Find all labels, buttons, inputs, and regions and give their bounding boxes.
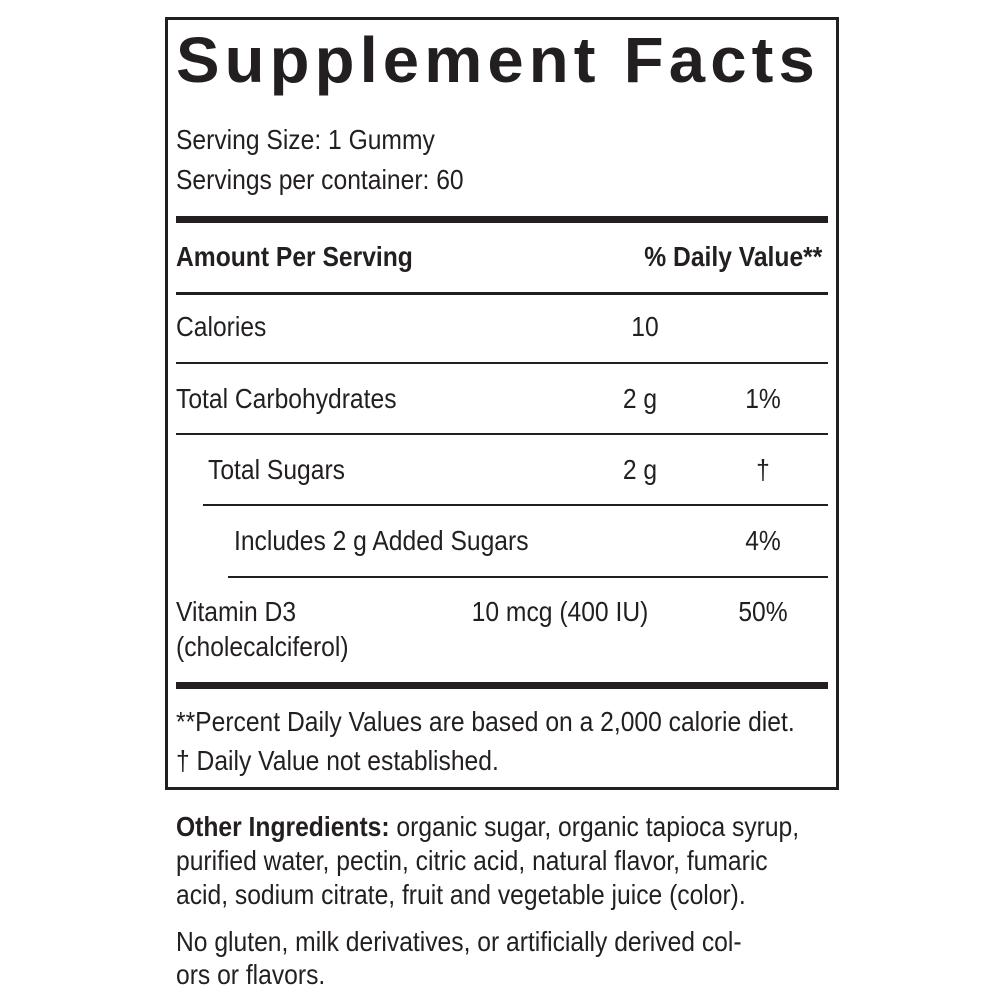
row-amount: 2 g — [622, 454, 658, 485]
allergen-statement: No gluten, milk derivatives, or artifici… — [176, 926, 742, 957]
other-ingredients-text: acid, sodium citrate, fruit and vegetabl… — [176, 879, 746, 910]
row-amount: 2 g — [622, 383, 658, 414]
row-name: Vitamin D3 — [176, 596, 297, 627]
divider — [176, 362, 828, 364]
supplement-facts-panel — [165, 17, 839, 790]
other-ingredients-text: organic sugar, organic tapioca syrup, — [389, 811, 800, 842]
divider — [228, 576, 828, 578]
row-dv: 1% — [745, 383, 781, 414]
divider — [176, 292, 828, 295]
allergen-statement: ors or flavors. — [176, 959, 326, 990]
divider — [176, 433, 828, 435]
row-amount: 10 — [631, 311, 659, 342]
row-name: Total Carbohydrates — [176, 383, 397, 414]
footnote-dagger: † Daily Value not established. — [176, 745, 499, 776]
row-dv: 4% — [745, 525, 781, 556]
row-name: Includes 2 g Added Sugars — [234, 525, 529, 556]
amount-per-serving-header: Amount Per Serving — [176, 241, 413, 272]
servings-per-container: Servings per container: 60 — [176, 164, 464, 195]
other-ingredients-text: purified water, pectin, citric acid, nat… — [176, 845, 768, 876]
serving-size: Serving Size: 1 Gummy — [176, 124, 435, 155]
row-name: Total Sugars — [208, 454, 345, 485]
thick-divider — [176, 216, 828, 223]
panel-title: Supplement Facts — [176, 24, 820, 96]
row-name: Calories — [176, 311, 267, 342]
row-name-detail: (cholecalciferol) — [176, 631, 349, 662]
thick-divider — [176, 682, 828, 689]
daily-value-header: % Daily Value** — [643, 241, 822, 272]
row-amount: 10 mcg (400 IU) — [471, 596, 649, 627]
other-ingredients-line: Other Ingredients: organic sugar, organi… — [176, 813, 799, 841]
divider — [203, 504, 828, 506]
row-dv: 50% — [738, 596, 788, 627]
other-ingredients-label: Other Ingredients: — [176, 811, 390, 842]
footnote-daily-value: **Percent Daily Values are based on a 2,… — [176, 706, 795, 737]
row-dv: † — [756, 454, 770, 485]
